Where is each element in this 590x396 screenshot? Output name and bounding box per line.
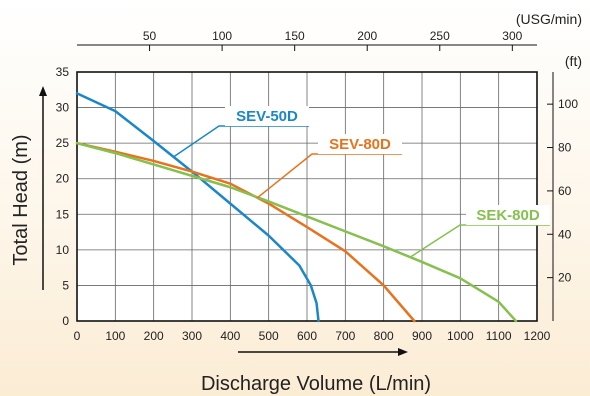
secondary-x-unit: (USG/min) <box>516 11 582 27</box>
y-axis-label: Total Head (m) <box>10 134 32 265</box>
x-tick-label: 400 <box>220 329 240 343</box>
series-label-sek-80d: SEK-80D <box>476 207 540 224</box>
x-tick-label: 200 <box>144 329 164 343</box>
secondary-y-tick-label: 40 <box>558 227 572 241</box>
x-tick-label: 700 <box>335 329 355 343</box>
secondary-x-tick-label: 250 <box>430 29 450 43</box>
series-layer <box>75 92 518 323</box>
series-line-sek-80d <box>75 141 518 323</box>
secondary-x-tick-label: 50 <box>143 29 157 43</box>
secondary-x-tick-label: 200 <box>357 29 377 43</box>
series-label-box-sev-80d <box>318 134 402 154</box>
tick-labels: 0 100 200 300 400 500 600 700 800 900 1000 1100 1200… <box>56 29 579 343</box>
plot-border <box>76 71 538 322</box>
x-tick-label: 0 <box>74 329 81 343</box>
series-labels: SEV-50D SEV-80D SEK-80D <box>172 106 550 258</box>
x-tick-label: 500 <box>259 329 279 343</box>
y-tick-label: 20 <box>56 172 70 186</box>
series-line-sev-50d <box>75 92 320 323</box>
y-direction-arrow <box>39 86 47 290</box>
series-label-box-sev-50d <box>225 106 309 126</box>
series-label-sev-80d: SEV-80D <box>329 136 391 153</box>
secondary-y-tick-label: 20 <box>558 271 572 285</box>
x-tick-label: 300 <box>182 329 202 343</box>
secondary-x-tick-label: 150 <box>285 29 305 43</box>
y-tick-label: 15 <box>56 207 70 221</box>
x-tick-label: 800 <box>374 329 394 343</box>
y-tick-label: 10 <box>56 243 70 257</box>
x-tick-label: 1000 <box>447 329 474 343</box>
secondary-y-tick-label: 60 <box>558 184 572 198</box>
y-tick-label: 30 <box>56 101 70 115</box>
x-direction-arrow <box>238 348 408 356</box>
x-tick-label: 1200 <box>524 329 551 343</box>
y-tick-label: 25 <box>56 136 70 150</box>
secondary-y-tick-label: 80 <box>558 141 572 155</box>
x-tick-label: 900 <box>412 329 432 343</box>
series-label-sev-50d: SEV-50D <box>236 108 298 125</box>
x-axis-label: Discharge Volume (L/min) <box>201 373 431 395</box>
y-tick-label: 35 <box>56 65 70 79</box>
secondary-y-unit: (ft) <box>565 53 582 69</box>
x-tick-label: 600 <box>297 329 317 343</box>
x-tick-label: 1100 <box>486 329 512 343</box>
y-tick-label: 0 <box>62 314 69 328</box>
plot-frame <box>76 44 554 322</box>
y-tick-label: 5 <box>62 278 69 292</box>
series-label-box-sek-80d <box>466 205 550 225</box>
x-tick-label: 100 <box>105 329 125 343</box>
secondary-x-tick-label: 100 <box>212 29 232 43</box>
secondary-x-tick-label: 300 <box>502 29 522 43</box>
secondary-y-tick-label: 100 <box>558 97 578 111</box>
